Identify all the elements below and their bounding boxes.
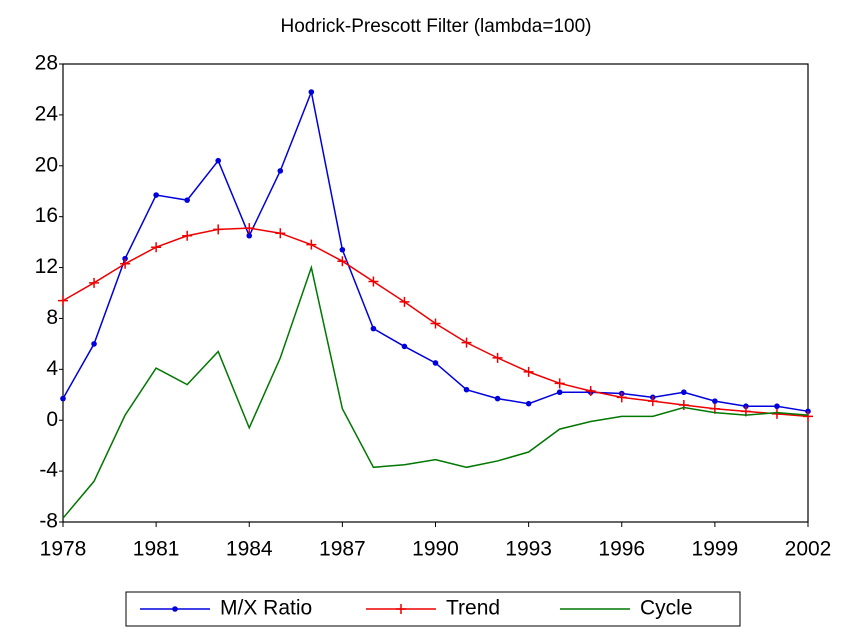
point	[461, 337, 472, 348]
plot-frame	[62, 63, 809, 523]
point	[89, 277, 100, 288]
point	[337, 256, 348, 267]
point	[184, 197, 190, 203]
point	[401, 343, 408, 350]
point	[277, 168, 284, 174]
point	[681, 389, 687, 396]
point	[153, 192, 159, 198]
point	[774, 403, 780, 410]
point	[244, 223, 255, 234]
point	[213, 224, 224, 235]
point	[585, 385, 596, 396]
legend-marker	[172, 606, 178, 612]
y-tick-label: 16	[35, 204, 58, 227]
point	[492, 352, 503, 363]
point	[308, 89, 315, 95]
chart-title: Hodrick-Prescott Filter (lambda=100)	[281, 16, 592, 37]
point	[556, 389, 563, 396]
x-tick-label: 1981	[133, 538, 180, 561]
point	[339, 246, 346, 253]
point	[120, 258, 131, 269]
legend-label: Trend	[446, 597, 500, 620]
legend: M/X Ratio Trend Cycle	[125, 591, 741, 627]
point	[805, 408, 811, 415]
x-tick-label: 1987	[319, 538, 366, 561]
point	[554, 378, 565, 389]
series-line	[62, 264, 809, 519]
point	[246, 232, 253, 239]
point	[370, 325, 377, 332]
point	[743, 403, 749, 410]
point	[151, 242, 162, 253]
point	[463, 386, 470, 393]
point	[432, 360, 439, 366]
legend-frame	[125, 591, 741, 627]
x-tick-label: 1984	[226, 538, 273, 561]
point	[306, 239, 317, 250]
y-tick-label: -8	[39, 510, 58, 533]
point	[58, 295, 68, 306]
legend-marker	[396, 604, 406, 614]
point	[616, 392, 627, 403]
y-tick-label: 0	[46, 408, 58, 431]
point	[525, 400, 532, 407]
y-tick-label: 24	[35, 102, 59, 125]
legend-label: Cycle	[640, 597, 693, 620]
point	[678, 399, 689, 410]
point	[494, 395, 501, 402]
point	[215, 157, 222, 164]
point	[712, 398, 718, 404]
x-tick-label: 1999	[692, 538, 739, 561]
point	[647, 396, 658, 407]
point	[803, 411, 813, 422]
point	[182, 230, 193, 241]
point	[399, 296, 410, 307]
y-tick-label: 28	[35, 52, 58, 75]
point	[275, 228, 286, 239]
y-tick-label: 12	[35, 255, 58, 278]
point	[368, 276, 379, 287]
x-tick-label: 1990	[412, 538, 459, 561]
x-tick-label: 1978	[40, 538, 87, 561]
x-tick-label: 1996	[598, 538, 645, 561]
y-tick-label: 20	[35, 153, 58, 176]
y-tick-label: 4	[46, 357, 58, 380]
y-tick-label: -4	[39, 459, 58, 482]
legend-label: M/X Ratio	[220, 597, 312, 620]
point	[91, 341, 97, 347]
point	[60, 395, 66, 402]
point	[523, 366, 534, 377]
x-tick-label: 2002	[785, 538, 832, 561]
point	[771, 408, 782, 419]
y-tick-label: 8	[46, 306, 58, 329]
x-tick-label: 1993	[505, 538, 552, 561]
point	[430, 318, 441, 329]
point	[122, 255, 128, 262]
